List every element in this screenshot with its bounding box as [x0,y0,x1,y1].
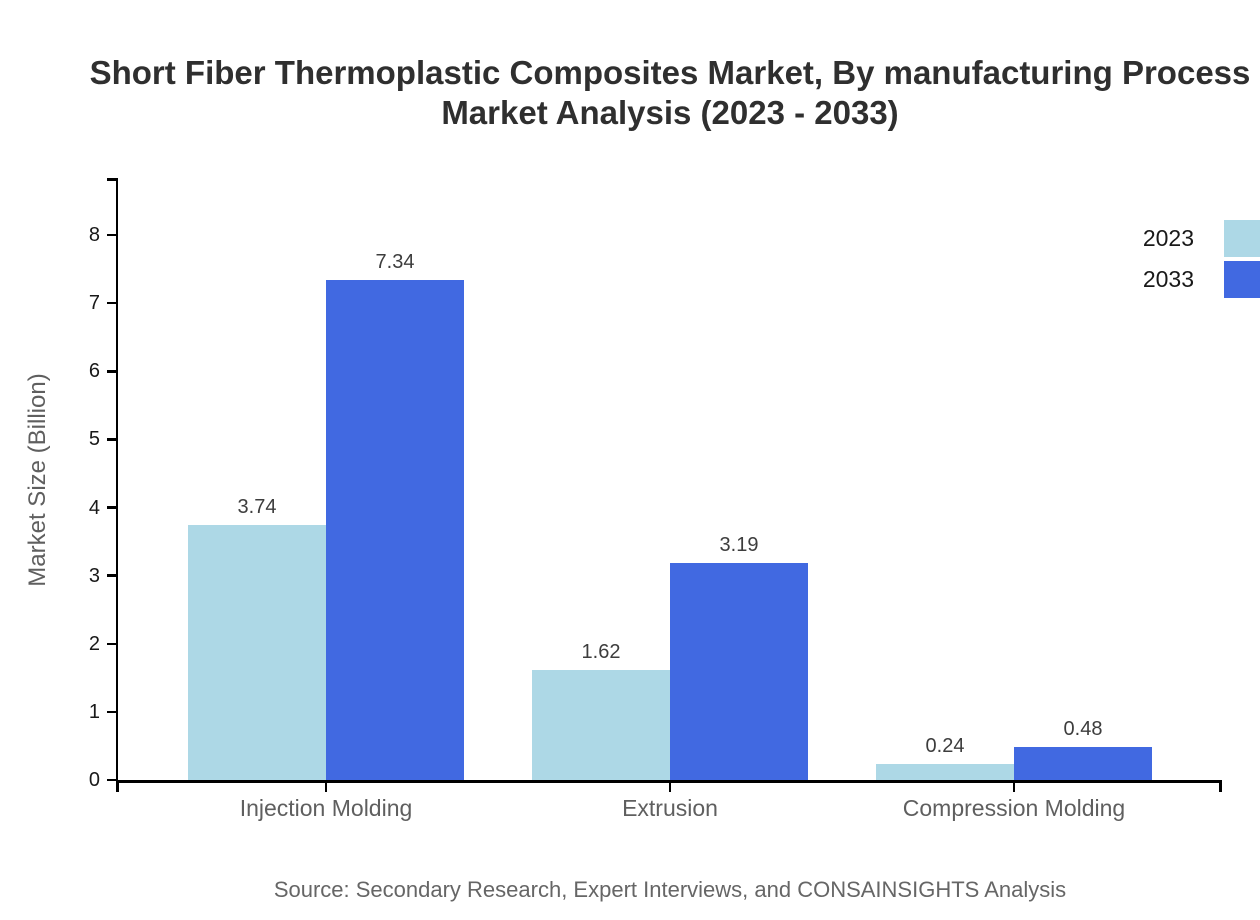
legend-swatch-2023 [1224,220,1260,257]
y-tick-label-6: 6 [88,360,100,383]
bar-2033-injection-molding [326,279,464,780]
bar-2023-compression-molding [876,763,1014,780]
value-label-2033-injection-molding: 7.34 [375,250,415,273]
x-tick-0 [116,780,119,792]
value-label-2023-compression-molding: 0.24 [925,734,965,757]
bar-2023-extrusion [532,669,670,780]
y-tick-6 [106,370,117,373]
category-label-compression-molding: Compression Molding [902,795,1126,821]
x-axis-line [115,780,1222,783]
y-tick-8 [106,233,117,237]
value-label-2023-injection-molding: 3.74 [237,496,277,519]
y-tick-label-8: 8 [88,224,100,246]
y-tick-3 [106,574,117,577]
x-tick-4 [1219,780,1222,792]
chart-title-line1: Short Fiber Thermoplastic Composites Mar… [89,54,1251,91]
legend-label-2023: 2023 [1142,225,1194,251]
y-tick-4 [106,506,117,509]
category-label-extrusion: Extrusion [622,795,718,821]
y-tick-1 [106,710,117,714]
y-tick-label-7: 7 [88,292,100,315]
y-tick-label-1: 1 [88,700,100,723]
chart-title: Short Fiber Thermoplastic Composites Mar… [80,53,1260,133]
source-note: Source: Secondary Research, Expert Inter… [273,877,1067,902]
value-label-2033-extrusion: 3.19 [719,533,759,556]
y-tick-5 [106,438,117,441]
y-tick-2 [106,642,117,645]
x-tick-3 [1012,780,1016,792]
category-label-injection-molding: Injection Molding [239,795,413,821]
y-tick-7 [106,301,117,305]
bar-2033-compression-molding [1014,747,1152,780]
bar-2033-extrusion [670,562,808,780]
y-tick-label-4: 4 [88,496,100,519]
y-axis-title: Market Size (Billion) [24,373,51,587]
y-axis-top-cap [106,178,117,181]
x-tick-1 [324,780,328,792]
legend: 2023 2033 [1143,220,1260,298]
y-tick-label-0: 0 [88,769,100,791]
chart-title-line2: Market Analysis (2023 - 2033) [441,94,899,131]
value-label-2033-compression-molding: 0.48 [1063,718,1103,741]
y-tick-label-5: 5 [88,428,100,451]
y-tick-label-2: 2 [88,632,100,655]
value-label-2023-extrusion: 1.62 [581,640,621,663]
legend-item-2023: 2023 [1143,220,1260,257]
legend-swatch-2033 [1224,261,1260,298]
bar-2023-injection-molding [188,525,326,780]
x-tick-2 [668,780,672,792]
y-tick-0 [106,778,117,782]
legend-label-2033: 2033 [1142,266,1194,292]
y-axis-line [115,178,118,783]
legend-item-2033: 2033 [1143,261,1260,298]
y-tick-label-3: 3 [88,564,100,587]
